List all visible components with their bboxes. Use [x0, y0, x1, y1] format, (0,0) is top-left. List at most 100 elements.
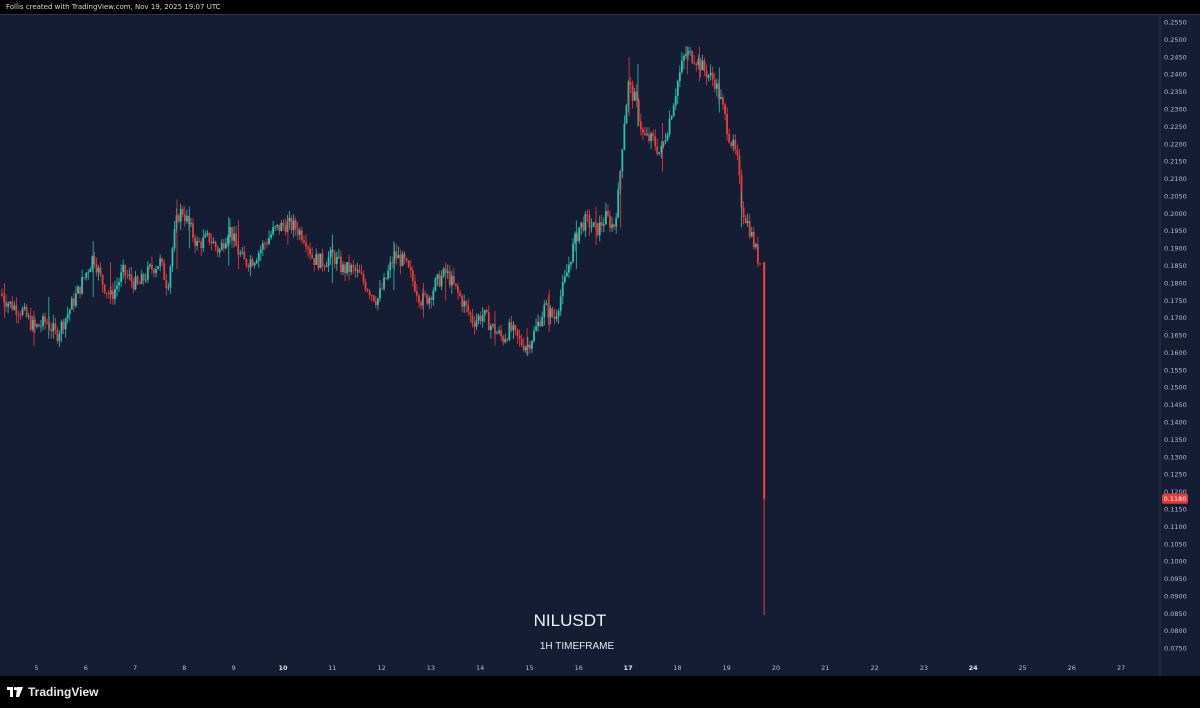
candle-body [276, 224, 279, 227]
candle-body [185, 216, 188, 222]
time-tick-label: 26 [1068, 664, 1076, 672]
candle-body [413, 280, 416, 292]
price-tick-label: 0.1450 [1164, 401, 1187, 409]
candle-body [239, 253, 242, 255]
candle-body [138, 283, 141, 285]
time-tick-label: 13 [427, 664, 435, 672]
candle-body [342, 264, 344, 272]
candle-body [52, 323, 55, 332]
candle-body [452, 276, 455, 284]
candle-body [50, 328, 53, 332]
candle-body [563, 276, 566, 283]
candle-body [621, 149, 624, 172]
candle-body [709, 72, 712, 76]
candle-body [508, 322, 511, 340]
candle-body [368, 291, 371, 296]
candle-body [64, 318, 67, 330]
candle-body [397, 254, 400, 259]
candle-body [212, 241, 215, 244]
candle-body [533, 330, 535, 342]
candle-body [218, 249, 221, 253]
candle-body [660, 146, 663, 153]
candle-body [21, 308, 24, 315]
candle-body [366, 289, 369, 292]
candle-body [237, 246, 240, 255]
candle-body [759, 263, 761, 265]
candle-body [196, 241, 199, 246]
candle-body [639, 121, 642, 130]
candle-body [582, 222, 585, 231]
candle-body [734, 139, 737, 150]
time-tick-label: 12 [377, 664, 385, 672]
candle-body [545, 303, 548, 305]
candle-body [72, 298, 75, 306]
candle-body [54, 323, 57, 330]
candle-body [746, 221, 749, 224]
time-axis[interactable]: 5 6 7 8 9 10 11 12 13 14 15 16 17 18 19 20 21 22 23 24 25 26 2… [34, 664, 1125, 672]
candle-body [492, 324, 494, 326]
candle-body [75, 293, 77, 306]
candle-body [732, 139, 735, 147]
candle-body [711, 72, 714, 80]
price-tick-label: 0.1200 [1164, 488, 1187, 496]
candle-body [329, 249, 332, 258]
candle-body [128, 274, 131, 276]
candle-body [372, 295, 375, 301]
price-tick-label: 0.1100 [1164, 523, 1187, 531]
candle-body [31, 319, 34, 330]
price-tick-label: 0.1050 [1164, 540, 1187, 548]
candle-body [391, 262, 394, 264]
candle-body [325, 265, 328, 268]
candle-body [393, 251, 396, 264]
price-tick-label: 0.1000 [1164, 558, 1187, 566]
chart-area[interactable]: 0.0750 0.0800 0.0850 0.0900 0.0950 0.1000 0.10… [0, 14, 1200, 677]
candle-body [703, 60, 706, 71]
candle-body [666, 134, 669, 141]
candle-body [278, 224, 281, 232]
candle-body [331, 249, 334, 253]
time-tick-label: 8 [182, 664, 186, 672]
candle-body [757, 244, 759, 264]
price-tick-label: 0.0950 [1164, 575, 1187, 583]
candle-body [691, 51, 694, 63]
candle-body [748, 221, 751, 237]
candle-body [713, 79, 716, 89]
candle-body [70, 298, 73, 310]
candle-body [463, 301, 466, 307]
candle-body [535, 326, 537, 331]
candle-body [44, 316, 47, 323]
candle-body [202, 237, 205, 249]
candle-body [68, 309, 71, 315]
candle-body [97, 267, 100, 273]
candle-body [305, 242, 307, 247]
candle-body [754, 244, 757, 248]
candle-body [619, 171, 622, 190]
candle-body [23, 306, 26, 309]
candle-body [496, 332, 498, 334]
candle-body [83, 277, 86, 278]
candle-body [539, 321, 542, 326]
candle-body [674, 95, 677, 106]
tradingview-logo[interactable]: TradingView [7, 685, 98, 699]
time-tick-label: 15 [525, 664, 533, 672]
candle-body [483, 309, 486, 316]
time-tick-label: 17 [624, 664, 633, 672]
candle-body [264, 243, 266, 245]
symbol-watermark: NILUSDT [534, 611, 607, 630]
candle-body [422, 293, 424, 306]
candlestick-chart[interactable]: 0.0750 0.0800 0.0850 0.0900 0.0950 0.1000 0.10… [0, 15, 1200, 677]
last-price-badge: 0.1180 [1162, 493, 1188, 504]
candle-body [726, 114, 728, 135]
candle-body [134, 276, 137, 290]
candle-body [428, 297, 431, 304]
price-tick-label: 0.1850 [1164, 262, 1187, 270]
candle-body [95, 264, 98, 273]
candle-body [693, 62, 696, 64]
candle-body [233, 233, 235, 241]
candle-body [300, 230, 303, 241]
candle-body [514, 325, 517, 330]
candle-body [229, 227, 231, 237]
candle-body [126, 275, 129, 277]
price-axis[interactable]: 0.0750 0.0800 0.0850 0.0900 0.0950 0.1000 0.10… [1164, 19, 1187, 653]
candle-body [442, 268, 445, 277]
